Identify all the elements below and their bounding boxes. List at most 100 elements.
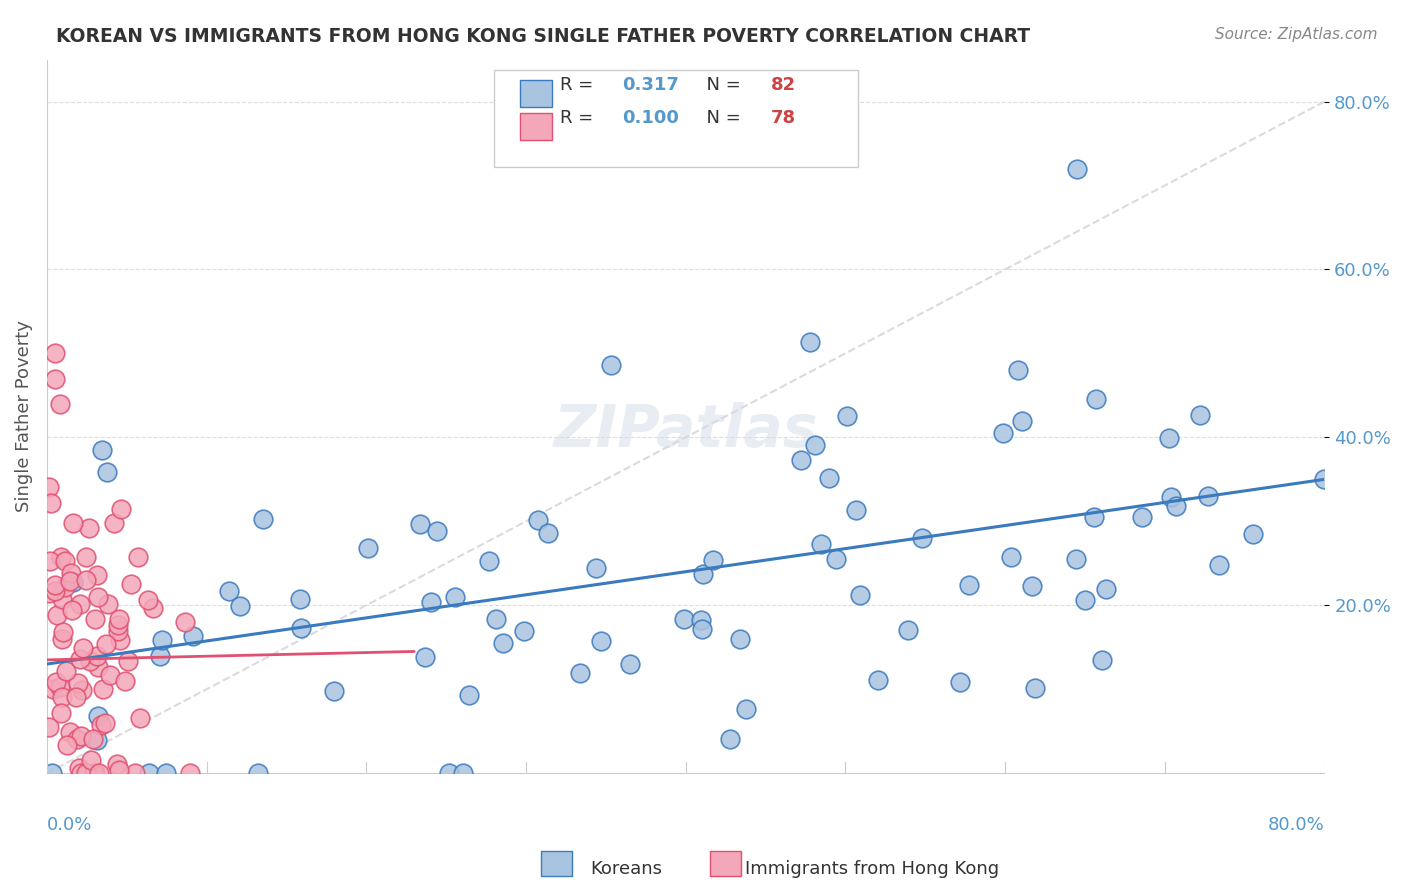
Point bbox=[117, 653, 139, 667]
Point bbox=[478, 554, 501, 568]
Point bbox=[97, 597, 120, 611]
Point bbox=[107, 624, 129, 639]
Point bbox=[600, 358, 623, 372]
Point bbox=[692, 566, 714, 581]
Point bbox=[44, 578, 66, 592]
Point bbox=[526, 513, 548, 527]
Point bbox=[114, 674, 136, 689]
Point bbox=[39, 554, 62, 568]
Point bbox=[87, 659, 110, 673]
Point bbox=[42, 681, 65, 696]
Point bbox=[1011, 414, 1033, 428]
Point bbox=[810, 537, 832, 551]
Point bbox=[799, 335, 821, 350]
Point bbox=[79, 752, 101, 766]
Point bbox=[94, 637, 117, 651]
Point bbox=[845, 503, 868, 517]
Point bbox=[138, 766, 160, 780]
Point bbox=[218, 583, 240, 598]
Point bbox=[108, 612, 131, 626]
Point bbox=[77, 521, 100, 535]
FancyBboxPatch shape bbox=[710, 851, 741, 876]
Point bbox=[1000, 550, 1022, 565]
Text: Koreans: Koreans bbox=[591, 860, 662, 878]
Point bbox=[246, 766, 269, 780]
Point bbox=[1064, 552, 1087, 566]
Point bbox=[89, 766, 111, 780]
Point bbox=[1208, 558, 1230, 572]
Point bbox=[690, 614, 713, 628]
Point bbox=[458, 689, 481, 703]
Text: 80.0%: 80.0% bbox=[1268, 816, 1324, 834]
Point bbox=[44, 346, 66, 360]
Point bbox=[591, 633, 613, 648]
Point bbox=[1166, 500, 1188, 514]
Point bbox=[51, 592, 73, 607]
Point bbox=[59, 566, 82, 581]
Point bbox=[866, 673, 889, 687]
Text: R =: R = bbox=[561, 77, 599, 95]
Point bbox=[718, 732, 741, 747]
Point bbox=[1074, 592, 1097, 607]
Point bbox=[75, 766, 97, 780]
Point bbox=[537, 525, 560, 540]
Point bbox=[49, 550, 72, 565]
Point bbox=[149, 648, 172, 663]
Point bbox=[1160, 491, 1182, 505]
Point bbox=[75, 550, 97, 565]
Text: Source: ZipAtlas.com: Source: ZipAtlas.com bbox=[1215, 27, 1378, 42]
Point bbox=[569, 665, 592, 680]
Point bbox=[672, 611, 695, 625]
Point bbox=[728, 632, 751, 646]
Point bbox=[1007, 363, 1029, 377]
Point bbox=[87, 590, 110, 604]
Y-axis label: Single Father Poverty: Single Father Poverty bbox=[15, 320, 32, 512]
Point bbox=[142, 601, 165, 615]
Point bbox=[692, 622, 714, 636]
Point bbox=[790, 453, 813, 467]
Point bbox=[1083, 510, 1105, 524]
Point bbox=[86, 649, 108, 664]
Point bbox=[91, 681, 114, 696]
Text: 82: 82 bbox=[772, 77, 796, 95]
Point bbox=[55, 665, 77, 679]
Text: 0.0%: 0.0% bbox=[46, 816, 93, 834]
Point bbox=[1189, 409, 1212, 423]
Point bbox=[124, 766, 146, 780]
Point bbox=[1024, 681, 1046, 695]
Point bbox=[803, 438, 825, 452]
Point bbox=[65, 731, 87, 746]
Point bbox=[56, 738, 79, 752]
Point bbox=[110, 501, 132, 516]
Point bbox=[451, 766, 474, 780]
Point bbox=[53, 580, 76, 594]
Point bbox=[60, 603, 83, 617]
Point bbox=[129, 711, 152, 725]
Point bbox=[41, 766, 63, 780]
Point bbox=[105, 756, 128, 771]
Point bbox=[702, 553, 724, 567]
Point bbox=[59, 574, 82, 589]
Point bbox=[957, 578, 980, 592]
Point bbox=[69, 651, 91, 665]
Point bbox=[1091, 652, 1114, 666]
Point bbox=[1313, 472, 1336, 486]
Point bbox=[38, 585, 60, 599]
Point bbox=[181, 629, 204, 643]
Point bbox=[65, 690, 87, 705]
Point bbox=[437, 766, 460, 780]
Point bbox=[409, 516, 432, 531]
Point bbox=[229, 599, 252, 614]
Point bbox=[619, 657, 641, 671]
Point bbox=[51, 706, 73, 720]
FancyBboxPatch shape bbox=[520, 113, 551, 140]
Point bbox=[96, 465, 118, 479]
Point bbox=[155, 766, 177, 780]
FancyBboxPatch shape bbox=[541, 851, 572, 876]
Point bbox=[62, 575, 84, 590]
Point bbox=[51, 690, 73, 705]
Point bbox=[103, 516, 125, 530]
Point bbox=[993, 425, 1015, 440]
Point bbox=[108, 763, 131, 777]
Point bbox=[420, 595, 443, 609]
